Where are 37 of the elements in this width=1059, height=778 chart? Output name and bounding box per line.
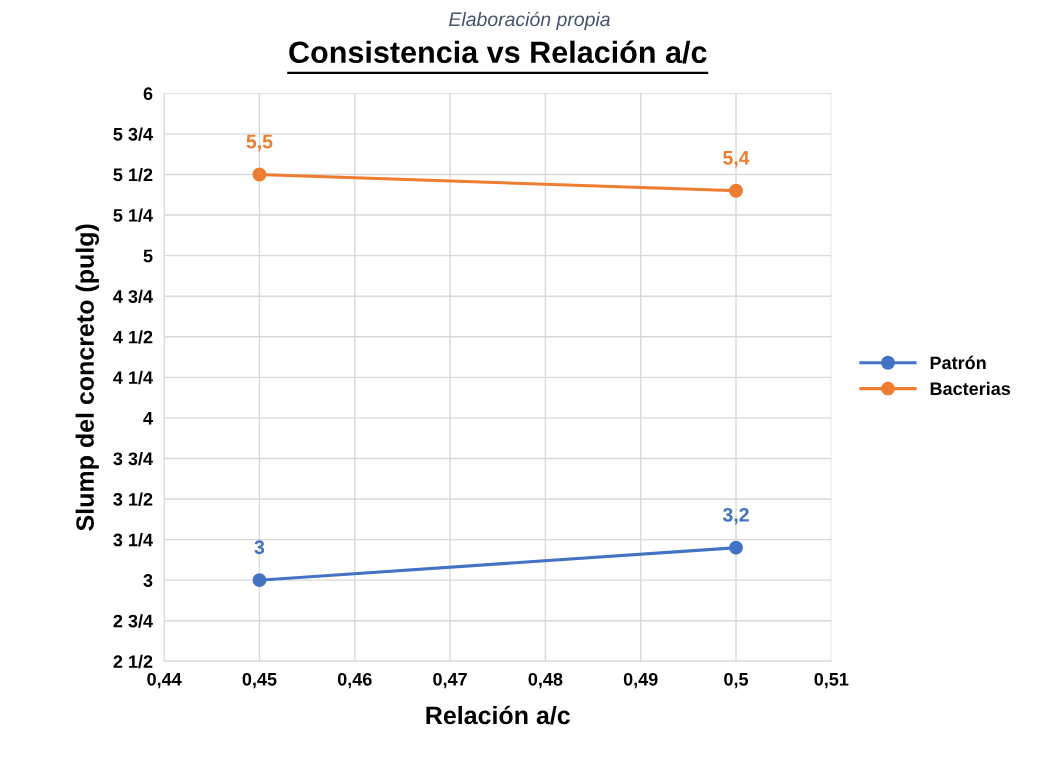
y-tick-label: 4 (143, 412, 153, 425)
data-label: 5,4 (723, 151, 750, 168)
y-tick-label: 5 1/2 (113, 167, 153, 182)
y-tick-label: 5 1/4 (113, 208, 153, 222)
y-axis-title: Slump del concreto (pulg) (75, 224, 99, 531)
x-tick-label: 0,51 (814, 672, 849, 689)
data-label: 3,2 (722, 507, 749, 525)
x-tick-label: 0,44 (147, 672, 182, 689)
y-tick-label: 4 1/4 (113, 370, 153, 385)
point (252, 573, 267, 588)
y-tick-label: 4 1/2 (113, 330, 153, 344)
chart-title: Consistencia vs Relación a/c (289, 40, 707, 64)
y-tick-label: 4 3/4 (113, 289, 153, 304)
data-label: 5,5 (246, 134, 273, 152)
y-tick-label: 2 1/2 (113, 654, 153, 669)
text: Elaboración propia (449, 11, 610, 31)
x-tick-label: 0,49 (623, 672, 658, 689)
point (729, 540, 743, 555)
x-tick-label: 0,45 (242, 672, 277, 689)
x-tick-label: 0,48 (528, 672, 563, 689)
x-tick-label: 0,47 (433, 672, 467, 689)
y-tick-label: 6 (143, 87, 153, 101)
y-tick-label: 5 (143, 249, 153, 263)
x-axis-title: Relación a/c (426, 705, 570, 725)
point (729, 183, 743, 198)
y-tick-label: 3 (143, 574, 153, 587)
y-tick-label: 3 1/2 (113, 492, 153, 506)
y-tick-label: 3 1/4 (113, 533, 153, 547)
legend-label: Patrón (930, 355, 986, 370)
x-tick-label: 0,5 (724, 672, 749, 689)
y-tick-label: 3 3/4 (113, 451, 153, 466)
point (252, 167, 267, 182)
y-tick-label: 2 3/4 (113, 614, 153, 628)
y-tick-label: 5 3/4 (113, 127, 153, 141)
legend-label: Bacterias (930, 381, 1011, 396)
data-label: 3 (254, 540, 265, 555)
x-tick-label: 0,46 (337, 672, 372, 689)
